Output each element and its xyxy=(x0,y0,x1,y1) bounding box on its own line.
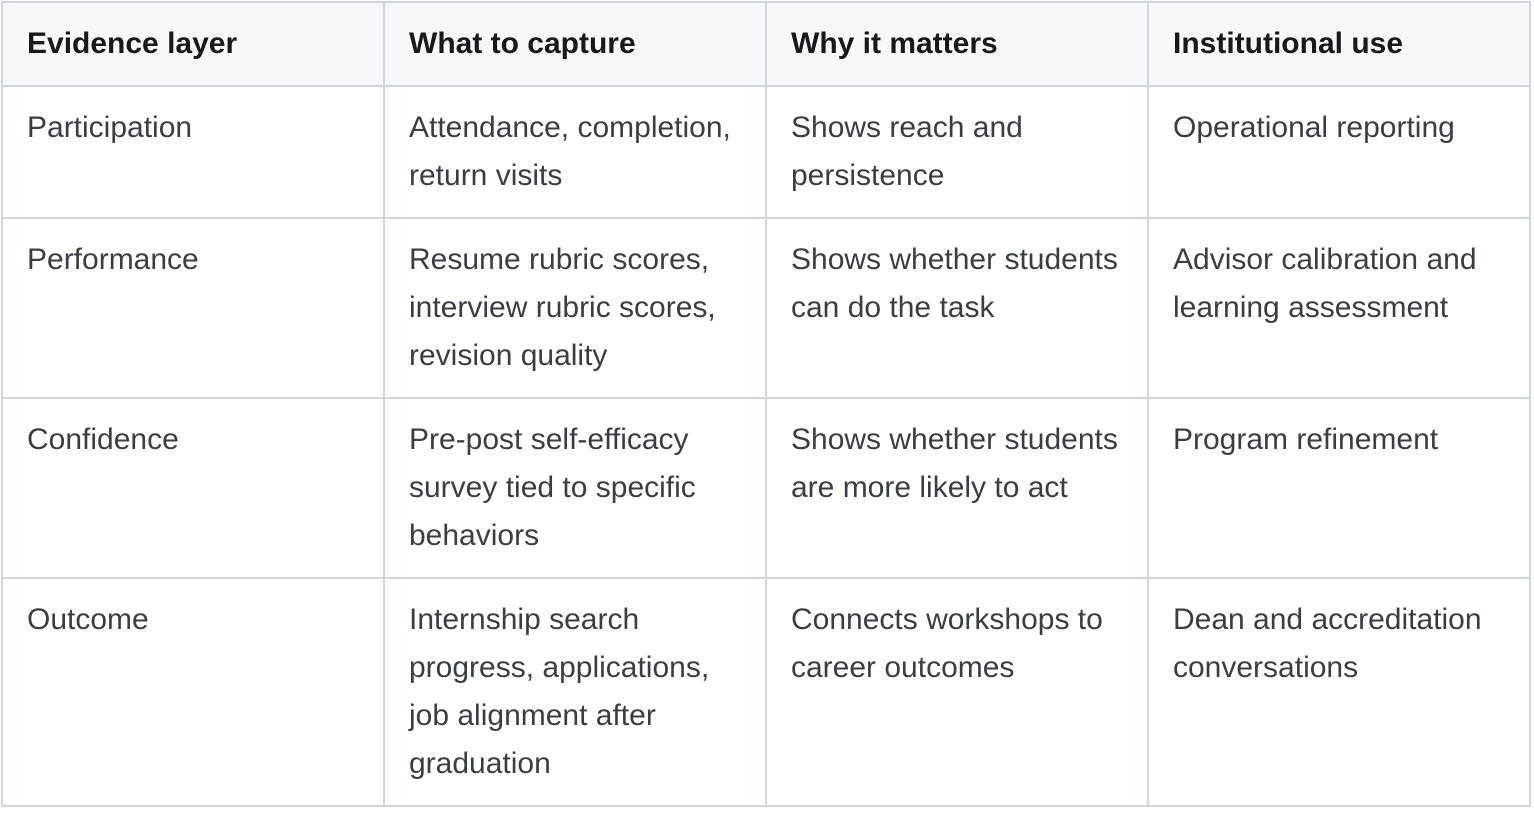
cell-why-it-matters: Shows reach and persistence xyxy=(765,85,1149,219)
cell-why-it-matters: Shows whether students are more likely t… xyxy=(765,397,1149,579)
cell-what-to-capture: Attendance, completion, return visits xyxy=(383,85,767,219)
cell-evidence-layer: Participation xyxy=(1,85,385,219)
header-cell-institutional-use: Institutional use xyxy=(1147,1,1531,87)
header-row: Evidence layer What to capture Why it ma… xyxy=(1,1,1531,87)
cell-institutional-use: Dean and accreditation conversations xyxy=(1147,577,1531,807)
table-row-participation: Participation Attendance, completion, re… xyxy=(1,85,1531,219)
cell-what-to-capture: Pre-post self-efficacy survey tied to sp… xyxy=(383,397,767,579)
cell-what-to-capture: Internship search progress, applications… xyxy=(383,577,767,807)
table-row-confidence: Confidence Pre-post self-efficacy survey… xyxy=(1,397,1531,579)
header-cell-why-it-matters: Why it matters xyxy=(765,1,1149,87)
cell-what-to-capture: Resume rubric scores, interview rubric s… xyxy=(383,217,767,399)
header-cell-evidence-layer: Evidence layer xyxy=(1,1,385,87)
cell-institutional-use: Operational reporting xyxy=(1147,85,1531,219)
cell-evidence-layer: Confidence xyxy=(1,397,385,579)
cell-why-it-matters: Shows whether students can do the task xyxy=(765,217,1149,399)
header-cell-what-to-capture: What to capture xyxy=(383,1,767,87)
cell-why-it-matters: Connects workshops to career outcomes xyxy=(765,577,1149,807)
table-row-performance: Performance Resume rubric scores, interv… xyxy=(1,217,1531,399)
cell-institutional-use: Program refinement xyxy=(1147,397,1531,579)
cell-institutional-use: Advisor calibration and learning assessm… xyxy=(1147,217,1531,399)
cell-evidence-layer: Outcome xyxy=(1,577,385,807)
cell-evidence-layer: Performance xyxy=(1,217,385,399)
table-row-outcome: Outcome Internship search progress, appl… xyxy=(1,577,1531,807)
